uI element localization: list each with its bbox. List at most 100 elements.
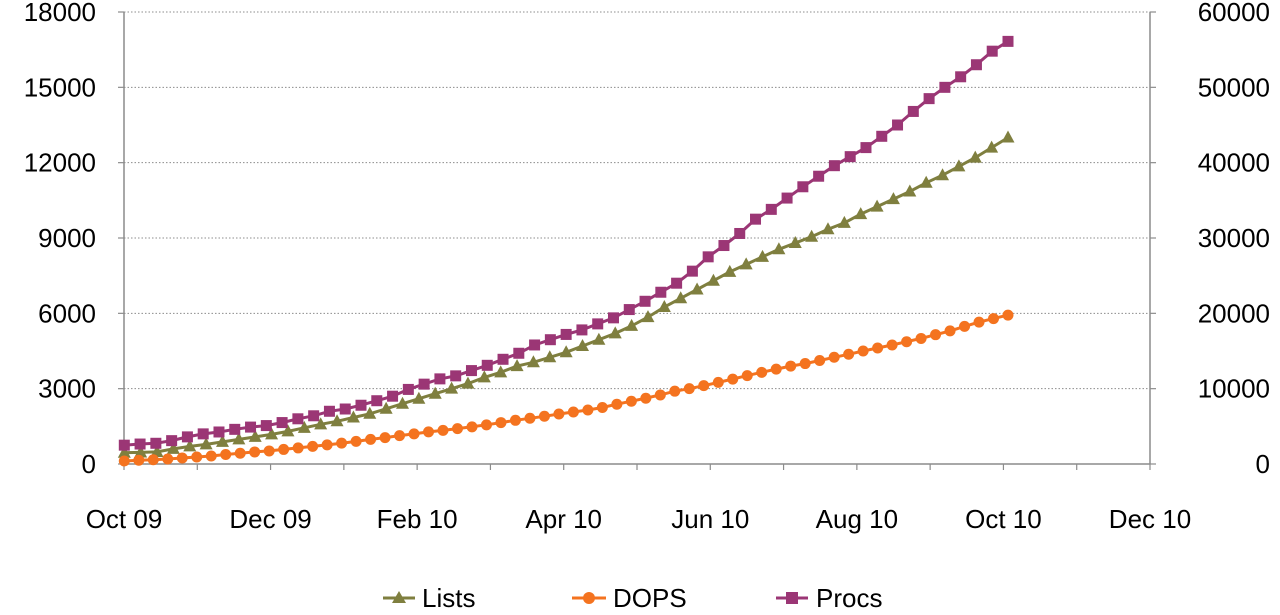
data-point [297,420,311,433]
y-left-tick-label: 18000 [24,0,96,27]
data-point [314,417,328,430]
data-point [205,450,217,462]
data-point [607,312,619,324]
y-left-tick-label: 6000 [38,298,96,328]
data-point [788,236,802,249]
data-point [723,264,737,277]
data-point [576,338,590,351]
data-point [339,403,351,415]
data-point [959,320,971,332]
axes [118,11,1156,470]
data-point [837,215,851,228]
data-point [117,445,131,458]
data-point [844,151,856,163]
data-point [1001,130,1015,143]
data-point [702,251,714,263]
data-point [973,316,985,328]
y-right-tick-label: 30000 [1198,223,1270,253]
data-point [814,355,826,367]
data-point [292,413,304,425]
data-point [396,396,410,409]
data-point [278,443,290,455]
data-point [970,59,982,71]
data-point [526,355,540,368]
data-point [308,410,320,422]
data-point [292,442,304,454]
data-point [166,435,178,447]
data-point [785,360,797,372]
data-point [870,199,884,212]
legend-label-lists: Lists [422,583,475,613]
data-point [625,318,639,331]
data-point [592,332,606,345]
data-point [387,390,399,402]
data-point [497,353,509,365]
data-point [712,376,724,388]
data-point [513,347,525,359]
data-point [683,383,695,395]
data-point [886,339,898,351]
data-point [567,406,579,418]
data-point [477,370,491,383]
data-point [538,410,550,422]
data-point [886,192,900,205]
data-point [245,421,257,433]
x-tick-label: Dec 10 [1109,504,1191,534]
data-point [596,402,608,413]
x-axis-ticks: Oct 09 Dec 09 Feb 10 Apr 10 Jun 10 Aug 10 Oct … [86,504,1191,534]
x-tick-label: Oct 10 [965,504,1042,534]
data-point [281,424,295,437]
data-point [213,426,225,438]
y-left-tick-label: 12000 [24,148,96,178]
data-point [907,105,919,117]
series-layer [117,35,1015,467]
data-point [843,348,855,360]
data-point [412,391,426,404]
legend-item-procs: Procs [776,583,882,613]
y-right-tick-label: 50000 [1198,72,1270,102]
data-point [260,420,272,432]
y-right-tick-label: 60000 [1198,0,1270,27]
data-point [655,286,667,298]
data-point [592,318,604,330]
data-point [451,423,463,435]
data-point [727,373,739,385]
y-right-tick-label: 10000 [1198,374,1270,404]
data-point [265,427,279,440]
data-point [553,408,565,420]
data-point [706,273,720,286]
data-point [323,405,335,417]
x-tick-label: Apr 10 [525,504,602,534]
data-point [133,454,145,466]
data-point [437,424,449,436]
data-point [639,295,651,307]
x-tick-label: Jun 10 [671,504,749,534]
data-point [903,184,917,197]
data-point [465,365,477,377]
data-point [799,358,811,370]
data-point [350,435,362,447]
data-point [582,404,594,416]
data-point [968,150,982,163]
data-point [544,334,556,346]
data-point [147,454,159,466]
y-right-tick-label: 40000 [1198,148,1270,178]
data-point [181,431,193,443]
data-point [915,332,927,344]
data-point [321,439,333,451]
data-point [872,342,884,354]
data-point [336,437,348,449]
right-axis-ticks: 0 10000 20000 30000 40000 50000 60000 [1198,0,1270,479]
data-point [461,376,475,389]
data-point [466,421,478,433]
x-tick-label: Aug 10 [816,504,898,534]
data-point [770,363,782,375]
left-axis-ticks: 0 3000 6000 9000 12000 15000 18000 [24,0,96,479]
data-point [756,366,768,378]
data-point [234,447,246,459]
data-point [434,373,446,385]
data-point [901,336,913,348]
data-point [428,386,442,399]
data-point [854,207,868,220]
series-line-procs [124,40,1009,447]
